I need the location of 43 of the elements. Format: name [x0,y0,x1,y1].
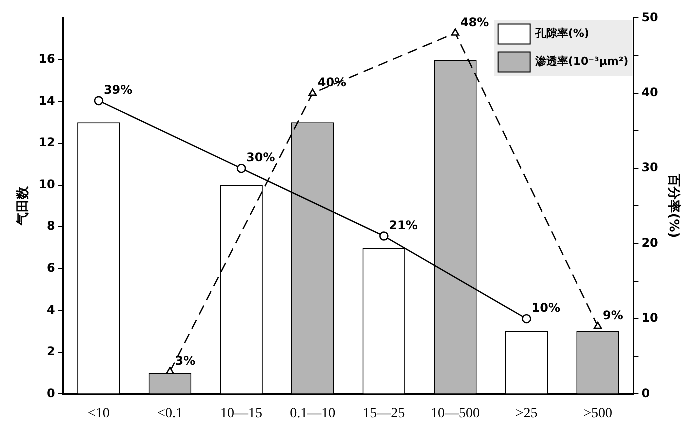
x-tick-label: <10 [88,406,110,422]
legend-label: 渗透率(10⁻³μm²) [534,55,629,68]
y2-tick-label: 50 [642,10,658,24]
y2-tick-label: 30 [642,160,658,175]
data-label: 9% [603,308,624,323]
data-label: 30% [246,150,276,165]
point [451,28,460,36]
point [236,164,246,174]
data-label: 3% [175,354,196,368]
y-tick-label: 4 [46,302,56,317]
x-tick-label: 10—500 [430,406,480,422]
y-tick-label: 0 [46,386,56,400]
x-tick-label: <0.1 [158,406,183,422]
data-label: 48% [460,15,490,30]
point [594,322,602,330]
y-tick-label: 16 [38,52,56,66]
data-label: 39% [104,83,133,98]
y-tick-label: 10 [38,177,56,192]
y-tick-label: 8 [46,219,56,234]
x-tick-label: >500 [584,406,613,422]
y2-tick-label: 0 [642,386,650,400]
x-tick-label: 10—15 [220,406,263,422]
point [308,88,317,96]
y-tick-label: 6 [46,260,56,275]
y2-tick-label: 10 [642,311,658,326]
y2-tick-label: 20 [642,236,658,250]
y-tick-label: 2 [46,344,56,359]
legend-label: 孔隙率(%) [534,27,590,40]
x-tick-label: >25 [516,406,538,422]
point [522,314,532,324]
x-tick-label: 15—25 [363,406,406,422]
point [380,232,389,241]
y-tick-label: 12 [38,136,56,150]
y2-tick-label: 40 [642,86,658,100]
point [166,366,174,374]
data-label: 40% [318,76,347,90]
y-tick-label: 14 [38,94,56,108]
y-axis-title: 气田数 [16,186,32,227]
x-tick-label: 0.1—10 [290,406,336,422]
y2-axis-title: 百分率(%) [666,173,682,238]
point [94,96,104,106]
data-label: 10% [532,301,560,316]
data-label: 21% [389,218,418,232]
